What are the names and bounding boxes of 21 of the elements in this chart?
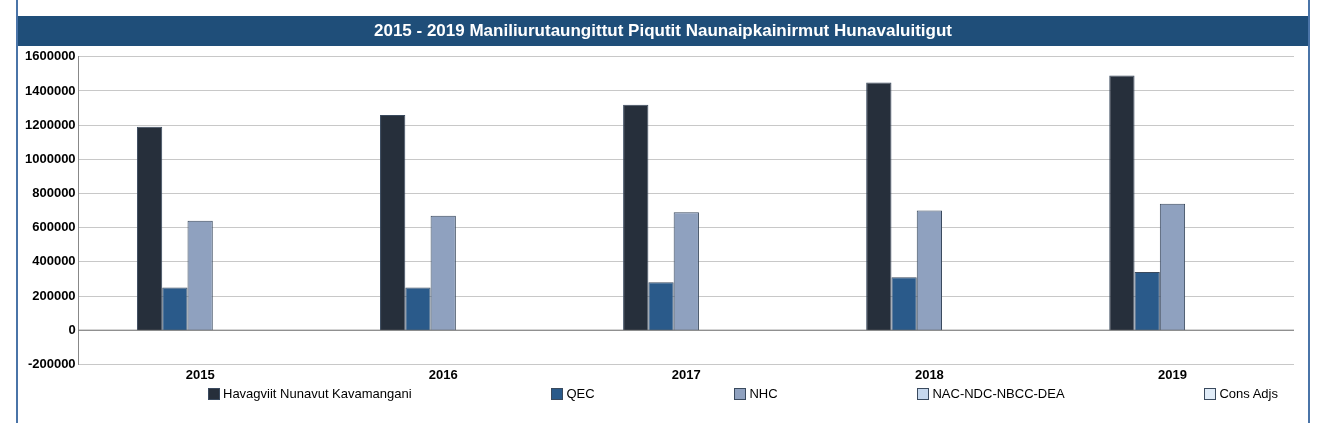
y-tick-label: 200000 <box>32 287 76 303</box>
x-tick-label: 2019 <box>1158 366 1187 382</box>
legend-label: NHC <box>749 386 778 401</box>
y-tick-label: -200000 <box>27 355 76 371</box>
y-tick-label: 0 <box>68 321 76 337</box>
x-tick-label: 2017 <box>671 366 701 382</box>
y-tick-label: 1000000 <box>24 150 76 166</box>
x-tick-label: 2015 <box>185 366 215 382</box>
legend-label: Havagviit Nunavut Kavamangani <box>223 386 412 401</box>
legend-label: NAC-NDC-NBCC-DEA <box>932 386 1065 401</box>
y-tick-label: 600000 <box>32 219 76 235</box>
x-tick-label: 2018 <box>914 366 944 382</box>
legend-label: Cons Adjs <box>1219 386 1278 401</box>
y-tick-label: 1600000 <box>24 48 76 64</box>
legend-label: QEC <box>566 386 595 401</box>
y-tick-label: 1200000 <box>24 116 76 132</box>
y-tick-label: 1400000 <box>24 82 76 98</box>
chart-title: 2015 - 2019 Maniliurutaungittut Piqutit Naunaipkainirmut Hunavaluitigut <box>18 16 1308 46</box>
y-tick-label: 800000 <box>32 185 76 201</box>
x-tick-label: 2016 <box>428 366 458 382</box>
y-tick-label: 400000 <box>32 253 76 269</box>
